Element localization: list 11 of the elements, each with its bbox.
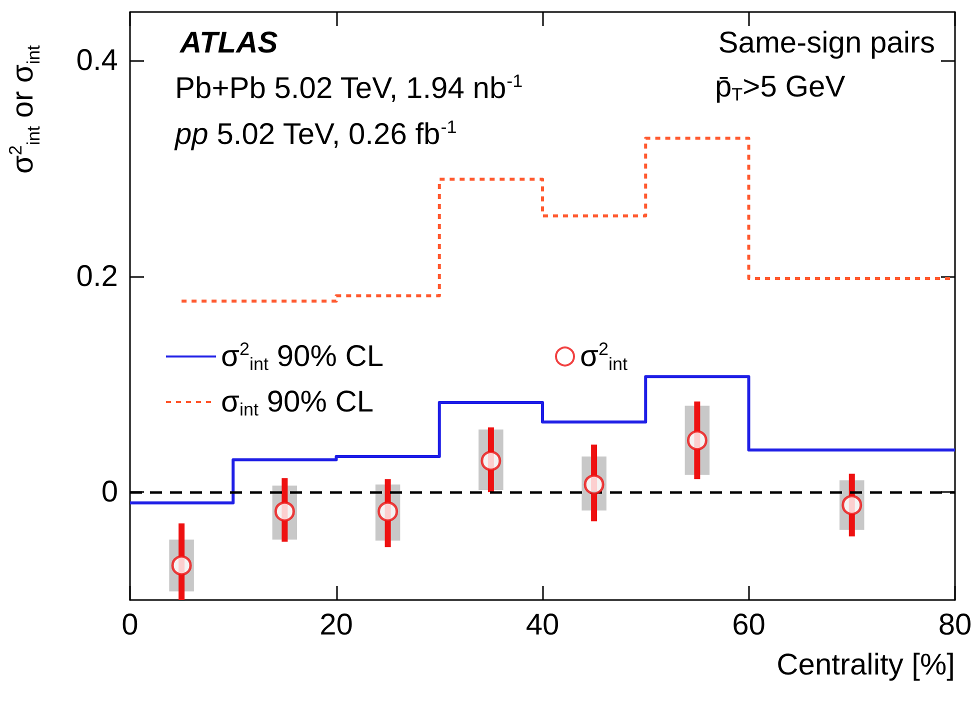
x-tick-label: 0 xyxy=(122,608,138,642)
x-axis-title: Centrality [%] xyxy=(776,648,955,682)
x-tick-label: 20 xyxy=(320,608,353,642)
x-tick-label: 40 xyxy=(526,608,560,642)
y-tick-label: 0.2 xyxy=(76,260,118,293)
x-tick-label: 80 xyxy=(938,608,972,642)
annotation: ATLAS xyxy=(179,26,278,60)
y-tick-label: 0.4 xyxy=(76,44,118,78)
x-tick-label: 60 xyxy=(732,608,766,642)
y-tick-label: 0 xyxy=(101,476,118,509)
annotation: Same-sign pairs xyxy=(718,26,936,60)
